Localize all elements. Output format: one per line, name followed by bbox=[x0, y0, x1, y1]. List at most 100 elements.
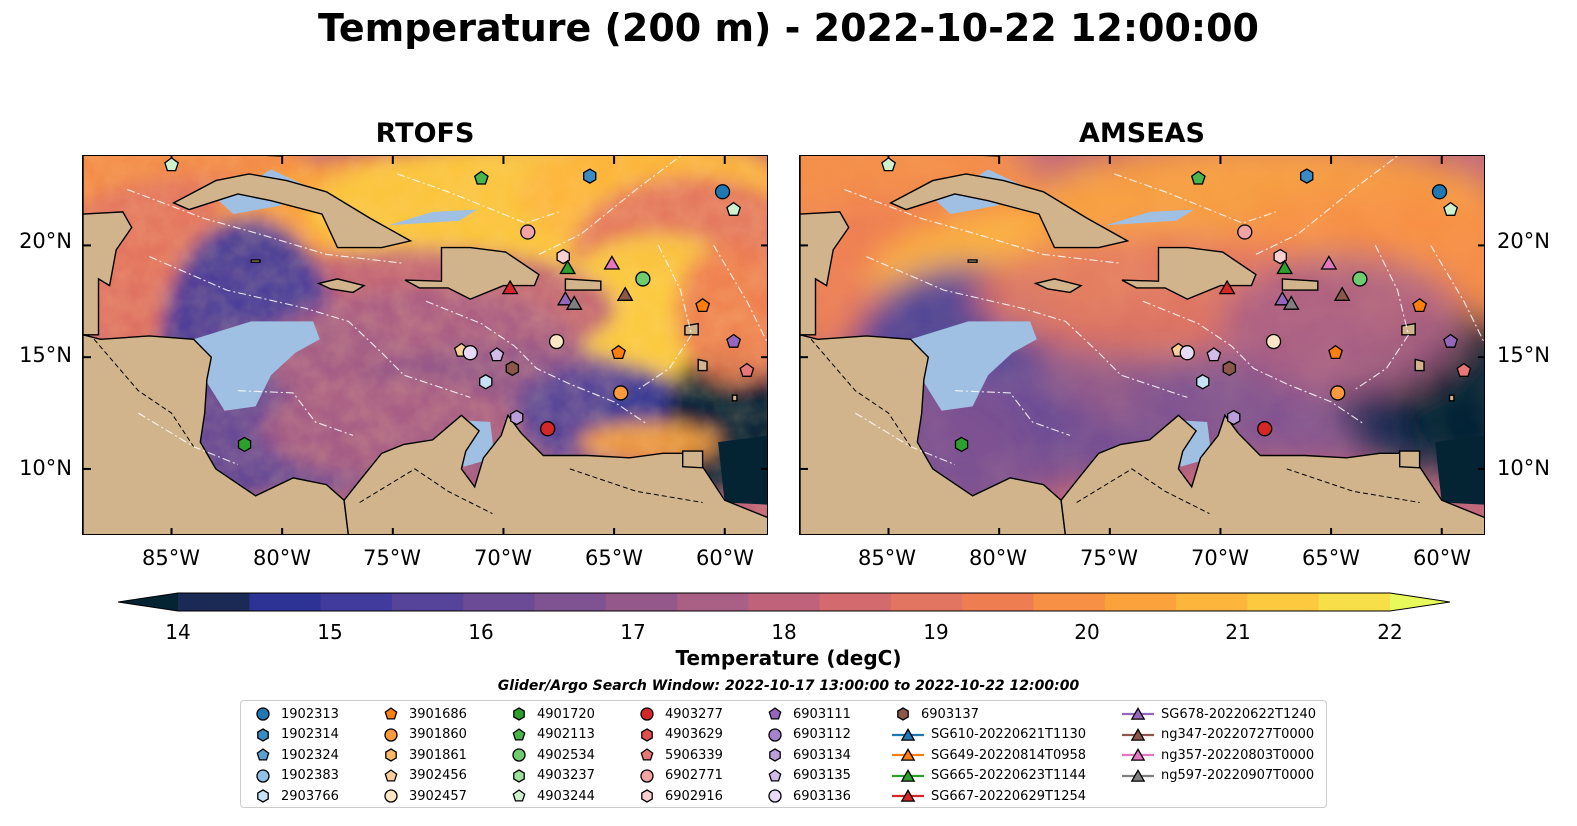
obs-marker-1902313 bbox=[1431, 184, 1448, 200]
legend-item: ng597-20220907T0000 bbox=[1121, 766, 1314, 786]
obs-marker-4902534 bbox=[635, 271, 651, 287]
legend-label: ng357-20220803T0000 bbox=[1161, 747, 1315, 763]
legend-marker-icon bbox=[512, 727, 526, 741]
legend-marker bbox=[256, 748, 270, 761]
obs-marker-4902113 bbox=[473, 170, 489, 185]
legend-marker bbox=[512, 748, 526, 762]
legend-item: 3902457 bbox=[379, 786, 467, 806]
obs-marker-6903136 bbox=[462, 345, 478, 361]
obs-marker-2903766 bbox=[1196, 374, 1210, 390]
land-jamaica bbox=[316, 278, 366, 294]
legend-marker-icon bbox=[256, 707, 270, 721]
legend-marker-icon bbox=[384, 727, 398, 742]
legend-marker bbox=[769, 748, 781, 762]
obs-marker-3901686 bbox=[1412, 297, 1428, 313]
obs-marker-4903244 bbox=[1443, 201, 1459, 216]
colorbar-segment bbox=[391, 593, 464, 611]
legend-label: 1902313 bbox=[281, 706, 339, 722]
obs-marker-4903244 bbox=[164, 157, 179, 172]
colorbar-tick: 22 bbox=[1377, 620, 1403, 644]
obs-marker-3901860 bbox=[1330, 385, 1346, 401]
legend-marker-icon bbox=[256, 769, 270, 783]
legend-label: 1902383 bbox=[281, 768, 339, 784]
obs-marker-2903766 bbox=[479, 374, 493, 390]
colorbar-outline bbox=[118, 592, 1450, 612]
colorbar-segment bbox=[320, 593, 393, 611]
legend-label: 4901720 bbox=[537, 706, 595, 722]
country-border bbox=[810, 338, 912, 447]
legend-label: 6903134 bbox=[793, 747, 851, 763]
map-canvas-rtofs bbox=[83, 156, 767, 534]
colorbar-tick: 18 bbox=[771, 620, 797, 644]
main-title: Temperature (200 m) - 2022-10-22 12:00:0… bbox=[317, 6, 1259, 50]
legend-item: 4902113 bbox=[507, 725, 595, 745]
legend-label: 4902113 bbox=[537, 727, 595, 743]
lon-label: 60°W bbox=[1413, 546, 1471, 570]
legend-item: SG667-20220629T1254 bbox=[891, 786, 1086, 806]
legend-marker bbox=[512, 727, 526, 741]
legend-marker bbox=[384, 707, 398, 720]
legend-item: ng347-20220727T0000 bbox=[1121, 725, 1314, 745]
obs-marker-4903244 bbox=[881, 157, 896, 172]
land-martinique bbox=[1414, 358, 1425, 372]
legend-label: 3901861 bbox=[409, 747, 467, 763]
legend-item: 3901861 bbox=[379, 745, 467, 765]
land-guadeloupe bbox=[1401, 322, 1416, 336]
legend-marker-icon bbox=[1122, 727, 1154, 741]
legend-marker bbox=[1130, 768, 1146, 782]
legend-marker bbox=[257, 789, 269, 804]
legend-marker-icon bbox=[385, 748, 397, 762]
legend-marker-icon bbox=[257, 789, 269, 804]
eez-boundary bbox=[138, 412, 239, 466]
country-border bbox=[359, 468, 493, 515]
legend-item: 4903244 bbox=[507, 786, 595, 806]
legend-item: 5906339 bbox=[635, 745, 723, 765]
eez-boundary bbox=[538, 156, 681, 255]
obs-marker-6903135 bbox=[1206, 347, 1222, 362]
country-border bbox=[569, 468, 703, 503]
legend-item: 1902324 bbox=[251, 745, 339, 765]
land-south-america bbox=[1060, 413, 1484, 534]
legend-marker-icon bbox=[1122, 748, 1154, 761]
legend-label: 4903277 bbox=[665, 706, 723, 722]
colorbar-segment bbox=[748, 593, 821, 611]
eez-boundary bbox=[866, 256, 1188, 398]
panel-title-amseas: AMSEAS bbox=[1079, 118, 1205, 149]
legend-item: 1902314 bbox=[251, 725, 339, 745]
legend-label: SG678-20220622T1240 bbox=[1161, 706, 1317, 722]
obs-marker-SG667-20220629T1254 bbox=[501, 279, 519, 295]
obs-marker-6902916 bbox=[1273, 248, 1287, 265]
legend-marker-icon bbox=[768, 727, 782, 742]
legend-marker bbox=[900, 727, 916, 741]
colorbar-tick: 14 bbox=[165, 620, 191, 644]
obs-marker-SG678-20220622T1240 bbox=[1273, 290, 1291, 306]
land-hispaniola bbox=[1121, 246, 1257, 300]
legend-marker bbox=[512, 789, 526, 802]
legend-marker-icon bbox=[256, 748, 270, 761]
eez-boundary bbox=[954, 390, 1071, 436]
lat-label-right: 15°N bbox=[1497, 343, 1550, 367]
legend-marker-icon bbox=[640, 769, 654, 783]
colorbar-segment bbox=[1176, 593, 1248, 611]
legend-item: ng357-20220803T0000 bbox=[1121, 745, 1314, 765]
legend-marker bbox=[1130, 748, 1146, 761]
eez-boundary bbox=[237, 390, 354, 436]
legend-label: 3901686 bbox=[409, 706, 467, 722]
shallow-shelf bbox=[910, 321, 1037, 411]
lat-label-right: 20°N bbox=[1497, 229, 1550, 253]
legend-marker bbox=[384, 768, 398, 782]
land-cuba bbox=[889, 173, 1130, 249]
obs-marker-1902314 bbox=[583, 168, 597, 184]
legend-label: SG665-20220623T1144 bbox=[931, 768, 1087, 784]
obs-marker-3901686 bbox=[695, 297, 711, 313]
obs-marker-6903136 bbox=[1179, 345, 1195, 361]
legend-item: 4902534 bbox=[507, 745, 595, 765]
obs-marker-6903137 bbox=[505, 360, 520, 377]
lon-label: 80°W bbox=[253, 546, 311, 570]
land-barbados bbox=[1448, 394, 1455, 402]
colorbar-segment bbox=[463, 593, 535, 611]
map-panel-rtofs bbox=[82, 155, 768, 535]
lat-label-left: 10°N bbox=[19, 456, 72, 480]
colorbar-extend-high bbox=[1390, 593, 1450, 611]
colorbar-tick: 21 bbox=[1225, 620, 1251, 644]
